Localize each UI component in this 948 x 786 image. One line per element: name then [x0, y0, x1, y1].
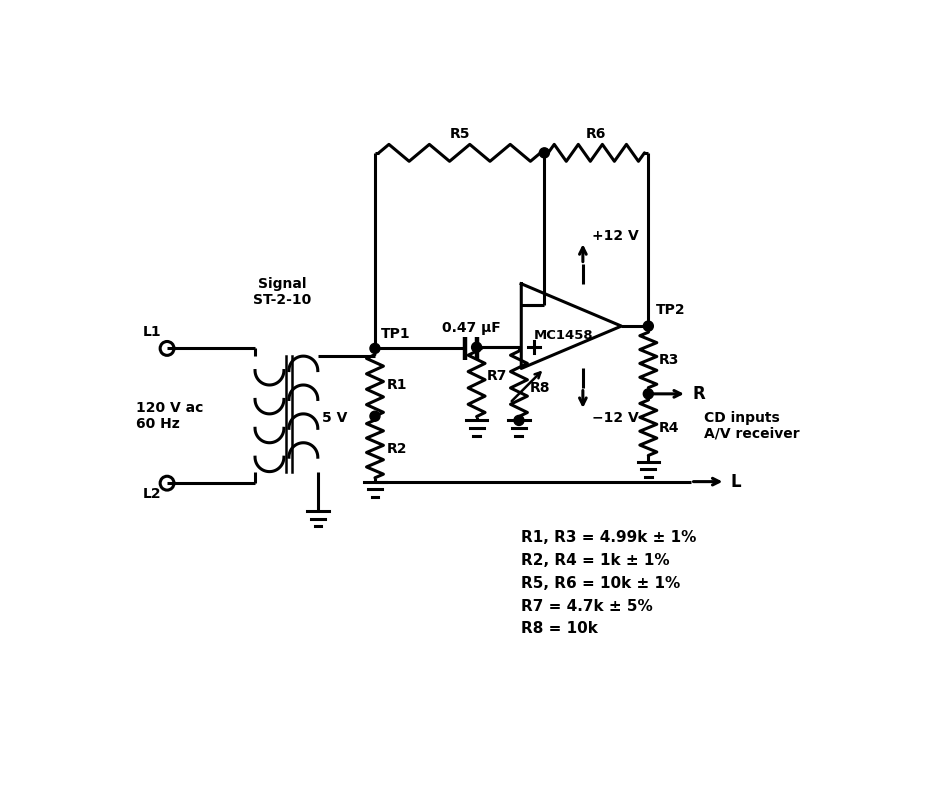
Text: R4: R4	[658, 421, 679, 435]
Text: Signal
ST-2-10: Signal ST-2-10	[253, 277, 312, 307]
Text: TP1: TP1	[381, 327, 410, 340]
Text: 0.47 μF: 0.47 μF	[442, 321, 501, 335]
Text: R3: R3	[658, 353, 679, 367]
Circle shape	[370, 411, 380, 421]
Text: TP2: TP2	[656, 303, 685, 317]
Text: R: R	[692, 385, 705, 403]
Text: MC1458: MC1458	[534, 329, 593, 342]
Text: L1: L1	[142, 325, 161, 340]
Circle shape	[539, 148, 550, 158]
Text: R1: R1	[387, 378, 407, 392]
Circle shape	[370, 343, 380, 354]
Text: R1, R3 = 4.99k ± 1%
R2, R4 = 1k ± 1%
R5, R6 = 10k ± 1%
R7 = 4.7k ± 5%
R8 = 10k: R1, R3 = 4.99k ± 1% R2, R4 = 1k ± 1% R5,…	[521, 530, 697, 637]
Text: R8: R8	[530, 380, 550, 395]
Text: 5 V: 5 V	[321, 411, 347, 424]
Circle shape	[644, 389, 653, 399]
Text: −12 V: −12 V	[592, 412, 639, 425]
Circle shape	[514, 416, 524, 425]
Circle shape	[471, 342, 482, 352]
Circle shape	[644, 321, 653, 331]
Text: L: L	[731, 472, 741, 490]
Text: R2: R2	[387, 442, 407, 456]
Text: R6: R6	[586, 127, 607, 141]
Text: R7: R7	[486, 369, 507, 383]
Text: CD inputs
A/V receiver: CD inputs A/V receiver	[703, 411, 799, 441]
Text: +12 V: +12 V	[592, 229, 639, 243]
Text: L2: L2	[142, 487, 161, 501]
Text: R5: R5	[449, 127, 470, 141]
Text: 120 V ac
60 Hz: 120 V ac 60 Hz	[137, 401, 204, 431]
